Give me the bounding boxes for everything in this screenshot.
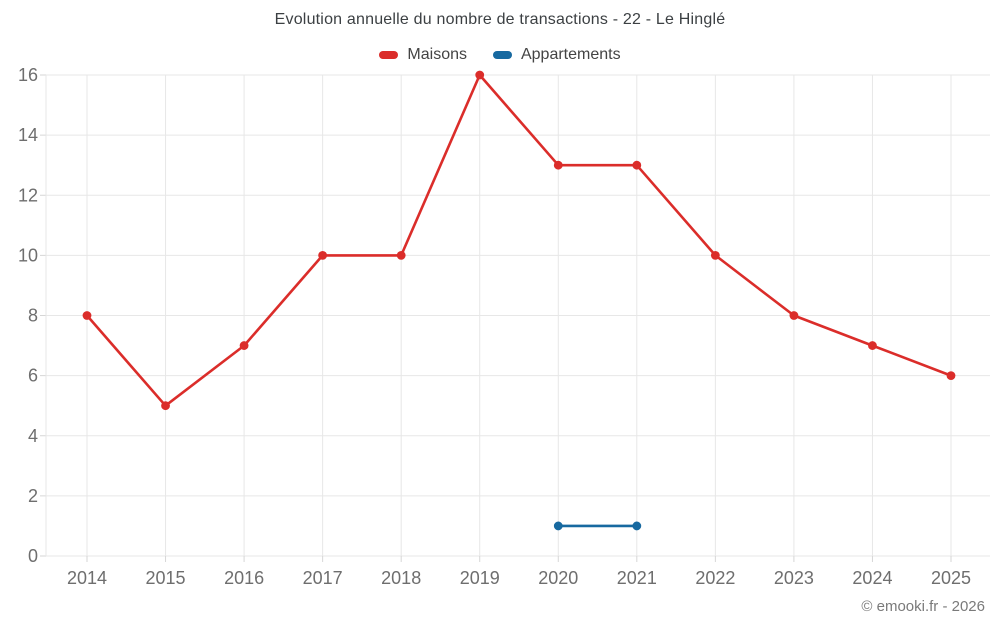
legend-label-appartements: Appartements: [520, 46, 621, 63]
svg-text:2015: 2015: [146, 568, 186, 588]
legend-item-appartements[interactable]: Appartements: [492, 46, 621, 64]
svg-text:14: 14: [18, 125, 38, 145]
svg-text:2021: 2021: [617, 568, 657, 588]
svg-text:8: 8: [28, 306, 38, 326]
appartements-series-swatch-icon: [492, 51, 512, 59]
legend-item-maisons[interactable]: Maisons: [379, 46, 467, 64]
svg-text:2017: 2017: [303, 568, 343, 588]
svg-text:2025: 2025: [931, 568, 971, 588]
chart-legend: Maisons Appartements: [0, 44, 1000, 66]
svg-text:2023: 2023: [774, 568, 814, 588]
svg-text:0: 0: [28, 546, 38, 566]
svg-text:2018: 2018: [381, 568, 421, 588]
svg-text:2014: 2014: [67, 568, 107, 588]
svg-text:2020: 2020: [538, 568, 578, 588]
svg-text:4: 4: [28, 426, 38, 446]
svg-text:10: 10: [18, 245, 38, 265]
svg-text:16: 16: [18, 65, 38, 85]
svg-text:6: 6: [28, 366, 38, 386]
svg-text:2019: 2019: [460, 568, 500, 588]
copyright-credit: © emooki.fr - 2026: [861, 598, 985, 615]
maisons-series-swatch-icon: [379, 51, 399, 59]
chart-title: Evolution annuelle du nombre de transact…: [274, 11, 726, 28]
legend-label-maisons: Maisons: [407, 46, 467, 63]
svg-text:2024: 2024: [852, 568, 892, 588]
svg-text:2016: 2016: [224, 568, 264, 588]
svg-text:2: 2: [28, 486, 38, 506]
svg-text:2022: 2022: [695, 568, 735, 588]
svg-text:12: 12: [18, 185, 38, 205]
